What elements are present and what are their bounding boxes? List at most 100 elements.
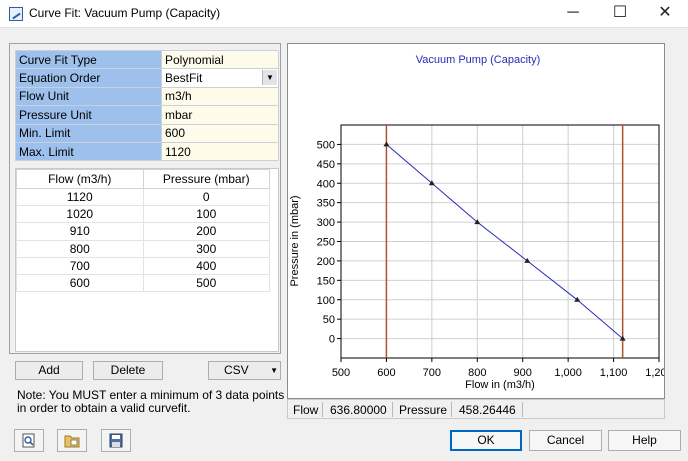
pressure-column-header[interactable]: Pressure (mbar) [142,169,270,189]
add-button[interactable]: Add [15,361,83,380]
property-key: Max. Limit [15,141,162,162]
property-row: Curve Fit Type Polynomial [15,49,279,70]
data-point-marker [383,141,390,147]
data-point-marker [474,219,481,225]
y-tick-label: 450 [317,159,335,171]
zoom-icon [22,433,35,448]
x-axis-label: Flow in (m3/h) [465,379,535,391]
y-tick-label: 150 [317,275,335,287]
table-row[interactable]: 910 200 [16,222,270,241]
max-limit-value[interactable]: 1120 [161,141,279,162]
data-point-marker [574,296,581,302]
x-axis-ticks: 500 600 700 800 900 1,000 1,100 1,200 [332,358,664,379]
property-key: Pressure Unit [15,105,162,125]
flow-unit-value[interactable]: m3/h [161,86,279,107]
ok-button[interactable]: OK [450,430,522,451]
flow-column-header[interactable]: Flow (m3/h) [16,169,144,189]
property-row: Min. Limit 600 [15,123,279,143]
property-row: Max. Limit 1120 [15,141,279,162]
flow-readout-label: Flow [293,403,319,417]
property-row: Flow Unit m3/h [15,86,279,107]
table-row[interactable]: 800 300 [16,239,270,258]
flow-cell[interactable]: 1020 [16,205,144,224]
limit-lines [385,125,624,358]
y-tick-label: 250 [317,237,335,249]
property-row: Equation Order BestFit ▼ [15,68,279,88]
y-tick-label: 500 [317,139,335,151]
flow-cell[interactable]: 700 [16,256,144,275]
curve-fit-app-icon [9,7,23,21]
property-grid: Curve Fit Type Polynomial Equation Order… [15,49,279,162]
close-button[interactable]: ✕ [658,4,672,21]
y-tick-label: 50 [323,314,335,326]
csv-button[interactable]: CSV ▼ [208,361,281,380]
save-disk-icon [109,433,123,448]
data-point-marker [619,335,626,341]
data-point-marker [524,257,531,263]
table-row[interactable]: 1120 0 [16,187,270,207]
property-key: Equation Order [15,68,162,88]
table-row[interactable]: 700 400 [16,256,270,275]
x-tick-label: 600 [377,367,395,379]
minimize-button[interactable]: ─ [567,4,579,21]
flow-cell[interactable]: 800 [16,239,144,258]
pressure-readout-label: Pressure [399,403,448,417]
y-axis-label: Pressure in (mbar) [289,195,301,286]
equation-order-dropdown[interactable]: BestFit ▼ [161,68,279,88]
pressure-cell[interactable]: 500 [142,273,270,293]
table-row[interactable]: 1020 100 [16,205,270,224]
flow-readout-value: 636.80000 [330,403,387,417]
data-points [383,141,626,341]
min-limit-value[interactable]: 600 [161,123,279,143]
table-row[interactable]: 600 500 [16,273,270,293]
cancel-button[interactable]: Cancel [529,430,602,451]
x-tick-label: 900 [514,367,532,379]
y-tick-label: 0 [329,334,335,346]
x-tick-label: 1,200 [645,367,664,379]
curve-chart: Vacuum Pump (Capacity) 500 600 700 800 900 1,… [289,54,664,391]
pressure-cell[interactable]: 400 [142,256,270,275]
pressure-unit-value[interactable]: mbar [161,105,279,125]
save-button[interactable] [101,429,131,452]
chevron-down-icon[interactable]: ▼ [270,366,278,375]
y-axis-ticks: 0 50 100 150 200 250 300 350 400 450 500 [317,139,341,346]
x-tick-label: 1,000 [554,367,582,379]
cursor-readout-bar: Flow 636.80000 Pressure 458.26446 [287,399,665,419]
property-row: Pressure Unit mbar [15,105,279,125]
open-button[interactable] [57,429,87,452]
table-header-row: Flow (m3/h) Pressure (mbar) [16,169,270,189]
window-title: Curve Fit: Vacuum Pump (Capacity) [29,6,221,20]
help-button[interactable]: Help [608,430,681,451]
property-key: Curve Fit Type [15,49,162,70]
flow-cell[interactable]: 910 [16,222,144,241]
maximize-button[interactable]: ☐ [612,4,628,21]
y-tick-label: 350 [317,198,335,210]
pressure-cell[interactable]: 200 [142,222,270,241]
readout-divider [522,402,523,417]
pressure-cell[interactable]: 100 [142,205,270,224]
y-tick-label: 300 [317,217,335,229]
flow-cell[interactable]: 1120 [16,187,144,207]
chart-title: Vacuum Pump (Capacity) [416,54,541,66]
pressure-readout-value: 458.26446 [459,403,516,417]
curve-fit-type-value[interactable]: Polynomial [161,49,279,70]
readout-divider [451,402,452,417]
x-tick-label: 1,100 [600,367,628,379]
equation-order-value: BestFit [165,71,203,86]
data-point-marker [428,180,435,186]
flow-cell[interactable]: 600 [16,273,144,293]
readout-divider [392,402,393,417]
data-points-table: Flow (m3/h) Pressure (mbar) 1120 0 1020 … [16,169,270,293]
zoom-button[interactable] [14,429,44,452]
csv-button-label: CSV [224,363,249,377]
x-tick-label: 500 [332,367,350,379]
pressure-cell[interactable]: 300 [142,239,270,258]
y-tick-label: 200 [317,256,335,268]
title-bar: Curve Fit: Vacuum Pump (Capacity) ─ ☐ ✕ [0,0,688,28]
delete-button[interactable]: Delete [93,361,163,380]
data-points-grid[interactable]: Flow (m3/h) Pressure (mbar) 1120 0 1020 … [15,168,279,352]
x-tick-label: 800 [468,367,486,379]
chevron-down-icon[interactable]: ▼ [262,70,277,86]
open-folder-icon [64,435,80,448]
pressure-cell[interactable]: 0 [142,187,270,207]
